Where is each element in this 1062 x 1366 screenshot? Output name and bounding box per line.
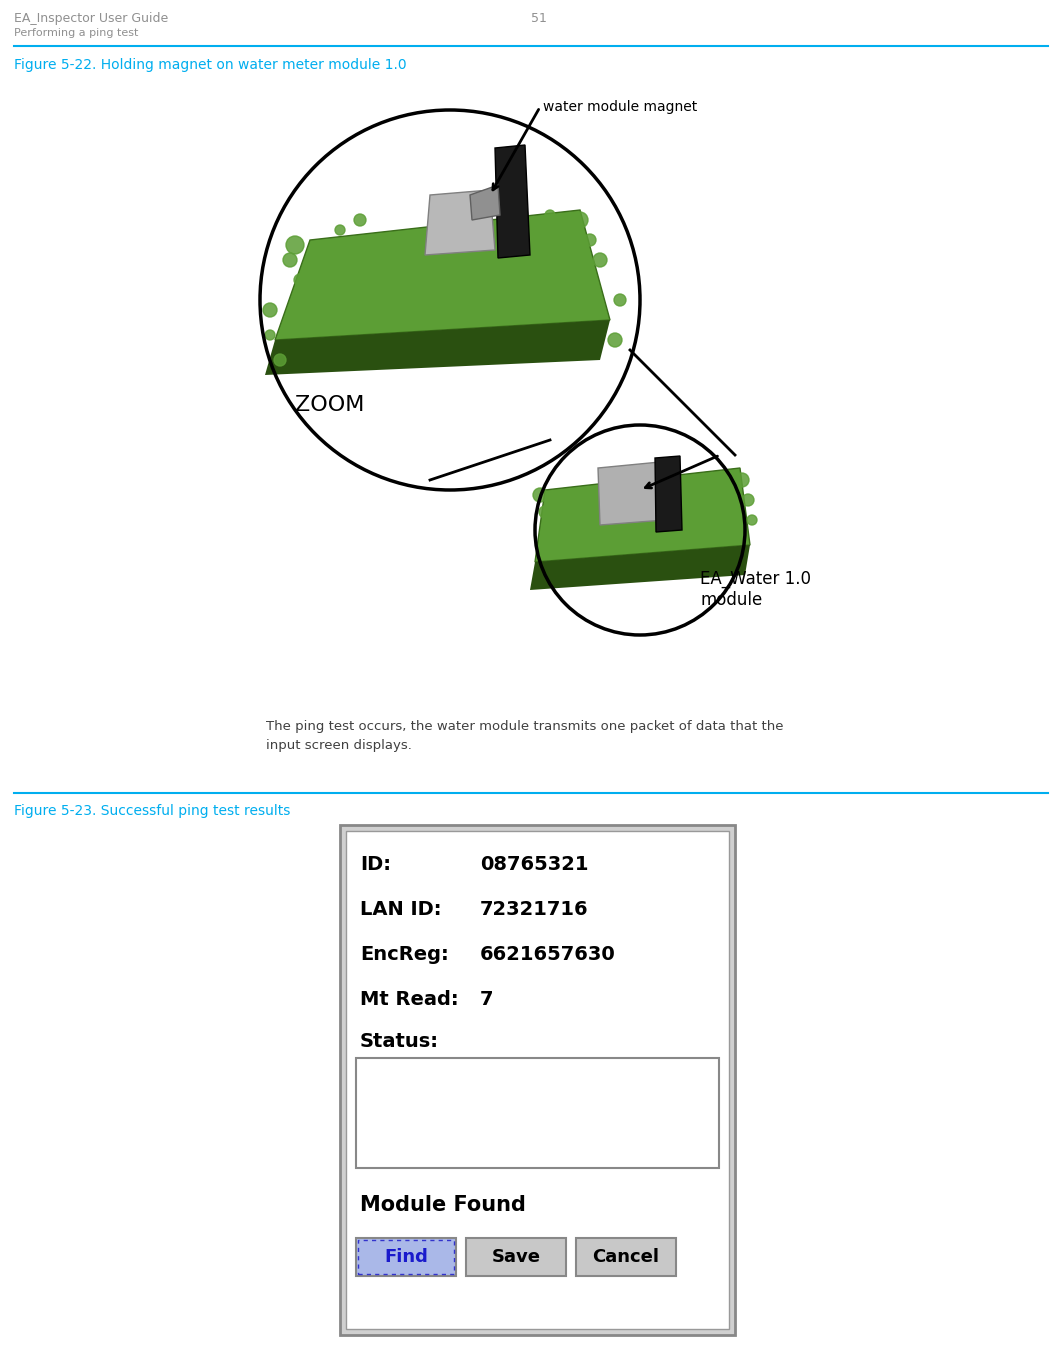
Polygon shape — [598, 462, 665, 525]
Text: 51: 51 — [531, 12, 547, 25]
Circle shape — [609, 333, 622, 347]
Circle shape — [539, 505, 551, 518]
Circle shape — [282, 253, 297, 266]
Circle shape — [286, 236, 304, 254]
Circle shape — [354, 214, 366, 225]
Text: 72321716: 72321716 — [480, 900, 588, 919]
Circle shape — [263, 303, 277, 317]
Circle shape — [294, 275, 306, 285]
Text: Figure 5-22. Holding magnet on water meter module 1.0: Figure 5-22. Holding magnet on water met… — [14, 57, 407, 72]
Bar — [466, 1238, 566, 1276]
Text: 6621657630: 6621657630 — [480, 945, 616, 964]
Polygon shape — [425, 190, 495, 255]
Circle shape — [593, 253, 607, 266]
Text: Status:: Status: — [360, 1031, 439, 1050]
Bar — [340, 825, 735, 1335]
Polygon shape — [530, 545, 750, 590]
Text: Module Found: Module Found — [360, 1195, 526, 1214]
Text: LAN ID:: LAN ID: — [360, 900, 442, 919]
Circle shape — [266, 331, 275, 340]
Text: 7: 7 — [480, 990, 494, 1009]
Circle shape — [274, 354, 286, 366]
Text: Figure 5-23. Successful ping test results: Figure 5-23. Successful ping test result… — [14, 805, 290, 818]
Bar — [358, 1240, 453, 1274]
Text: Cancel: Cancel — [593, 1249, 660, 1266]
Circle shape — [584, 234, 596, 246]
Text: EncReg:: EncReg: — [360, 945, 449, 964]
Circle shape — [533, 488, 547, 501]
Text: ZOOM: ZOOM — [295, 395, 364, 415]
Bar — [356, 1059, 719, 1168]
Polygon shape — [470, 184, 500, 220]
Circle shape — [742, 494, 754, 505]
Text: EA_Inspector User Guide: EA_Inspector User Guide — [14, 12, 168, 25]
Bar — [356, 1238, 456, 1276]
Bar — [346, 831, 729, 1329]
Polygon shape — [495, 145, 530, 258]
Polygon shape — [266, 320, 610, 376]
Text: EA_Water 1.0
module: EA_Water 1.0 module — [700, 570, 811, 609]
Circle shape — [735, 473, 749, 488]
Text: Save: Save — [492, 1249, 541, 1266]
Circle shape — [614, 294, 626, 306]
Bar — [576, 1238, 676, 1276]
Circle shape — [335, 225, 345, 235]
Text: The ping test occurs, the water module transmits one packet of data that the
inp: The ping test occurs, the water module t… — [266, 720, 784, 753]
Circle shape — [261, 111, 639, 489]
Text: ID:: ID: — [360, 855, 391, 874]
Polygon shape — [275, 210, 610, 340]
Text: Find: Find — [384, 1249, 428, 1266]
Circle shape — [572, 212, 588, 228]
Circle shape — [545, 210, 555, 220]
Text: Performing a ping test: Performing a ping test — [14, 27, 138, 38]
Text: Mt Read:: Mt Read: — [360, 990, 459, 1009]
Polygon shape — [655, 456, 682, 531]
Polygon shape — [535, 469, 750, 561]
Text: 08765321: 08765321 — [480, 855, 588, 874]
Circle shape — [536, 426, 744, 634]
Circle shape — [747, 515, 757, 525]
Text: water module magnet: water module magnet — [543, 100, 698, 113]
